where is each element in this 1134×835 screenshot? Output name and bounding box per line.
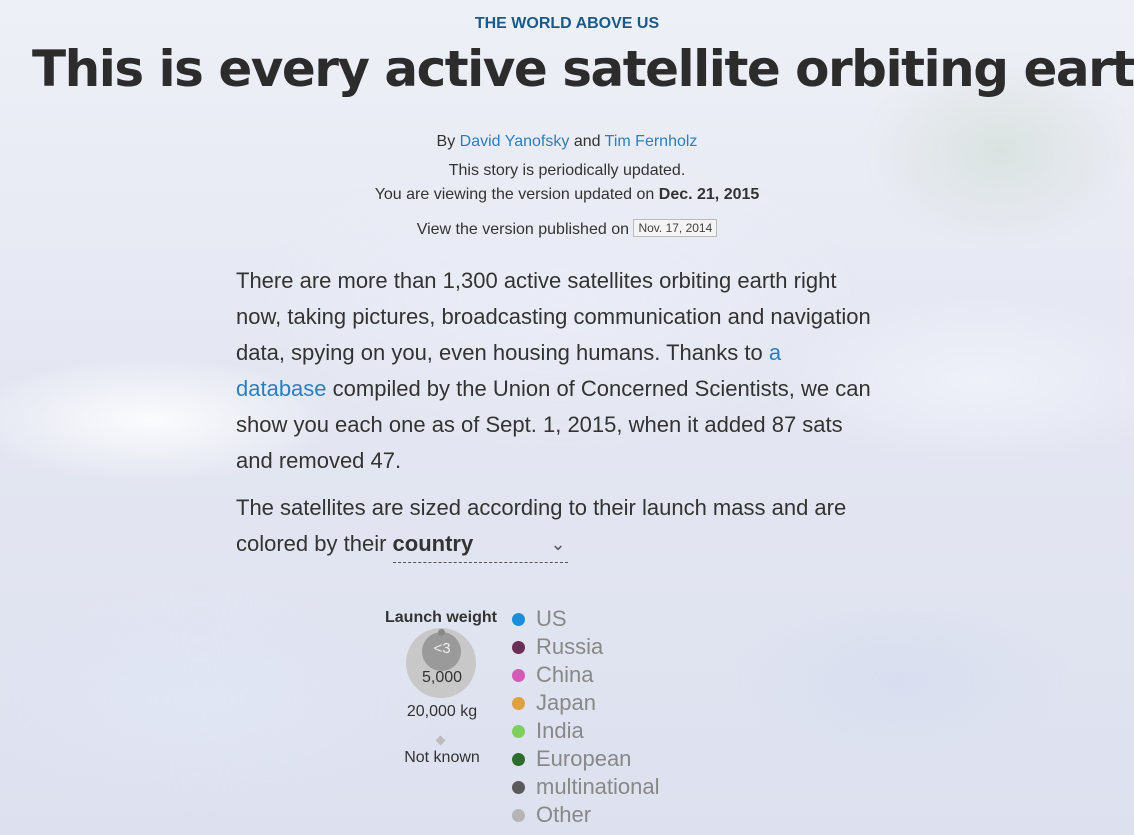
legend-item-india: India xyxy=(512,717,660,745)
legend-item-russia: Russia xyxy=(512,633,660,661)
intro-paragraph: There are more than 1,300 active satelli… xyxy=(236,263,876,479)
weight-label-small: <3 xyxy=(433,640,451,657)
country-legend: US Russia China Japan India European mul… xyxy=(512,605,660,829)
chevron-down-icon: ⌄ xyxy=(550,534,566,554)
color-by-value: country xyxy=(392,531,474,556)
published-prefix: View the version published on xyxy=(416,221,629,238)
published-version: View the version published on Nov. 17, 2… xyxy=(0,219,1134,239)
viewing-date: Dec. 21, 2015 xyxy=(658,186,760,203)
section-kicker[interactable]: THE WORLD ABOVE US xyxy=(474,15,660,32)
author-link-yanofsky[interactable]: David Yanofsky xyxy=(459,133,570,150)
sizing-paragraph: The satellites are sized according to th… xyxy=(236,490,876,563)
byline-conjunction: and xyxy=(573,133,601,150)
legend-item-us: US xyxy=(512,605,660,633)
weight-label-medium: 5,000 xyxy=(421,669,463,686)
legend-item-other: Other xyxy=(512,801,660,829)
viewing-version: You are viewing the version updated on D… xyxy=(0,186,1134,204)
legend-item-china: China xyxy=(512,661,660,689)
legend-label: multinational xyxy=(536,774,660,799)
version-select[interactable]: Nov. 17, 2014 xyxy=(633,219,718,237)
weight-label-unknown: Not known xyxy=(404,749,480,766)
legend-label: Other xyxy=(536,802,592,827)
byline-prefix: By xyxy=(436,133,456,150)
weight-label-large: 20,000 kg xyxy=(406,703,478,720)
launch-weight-title: Launch weight xyxy=(385,609,497,626)
legend-dot xyxy=(512,808,525,822)
legend-label: China xyxy=(536,662,594,687)
legend-dot xyxy=(512,668,525,682)
intro-text-end: compiled by the Union of Concerned Scien… xyxy=(236,376,871,473)
legend-label: European xyxy=(536,746,632,771)
database-link[interactable]: a database xyxy=(236,340,782,401)
update-note: This story is periodically updated. xyxy=(448,162,686,179)
legend-dot xyxy=(512,724,525,738)
legend-item-japan: Japan xyxy=(512,689,660,717)
weight-circle-small xyxy=(438,629,445,636)
legend-dot xyxy=(512,752,525,766)
viewing-prefix: You are viewing the version updated on xyxy=(374,186,655,203)
legend-dot xyxy=(512,696,525,710)
legend-dot xyxy=(512,640,525,654)
legend-dot xyxy=(512,612,525,626)
weight-circle-medium xyxy=(422,632,461,671)
color-by-select[interactable]: country ⌄ xyxy=(392,526,568,563)
intro-text-start: There are more than 1,300 active satelli… xyxy=(236,268,871,365)
legend-label: India xyxy=(536,718,584,743)
legend-label: US xyxy=(536,606,567,631)
legend-label: Russia xyxy=(536,634,604,659)
unknown-weight-icon xyxy=(435,735,446,746)
byline: By David Yanofsky and Tim Fernholz xyxy=(0,133,1134,151)
legend-item-multinational: multinational xyxy=(512,773,660,801)
author-link-fernholz[interactable]: Tim Fernholz xyxy=(604,133,698,150)
sizing-text: The satellites are sized according to th… xyxy=(236,495,847,556)
legend-item-european: European xyxy=(512,745,660,773)
page-title: This is every active satellite orbiting … xyxy=(32,40,1134,98)
legend-dot xyxy=(512,780,525,794)
legend-label: Japan xyxy=(536,690,596,715)
